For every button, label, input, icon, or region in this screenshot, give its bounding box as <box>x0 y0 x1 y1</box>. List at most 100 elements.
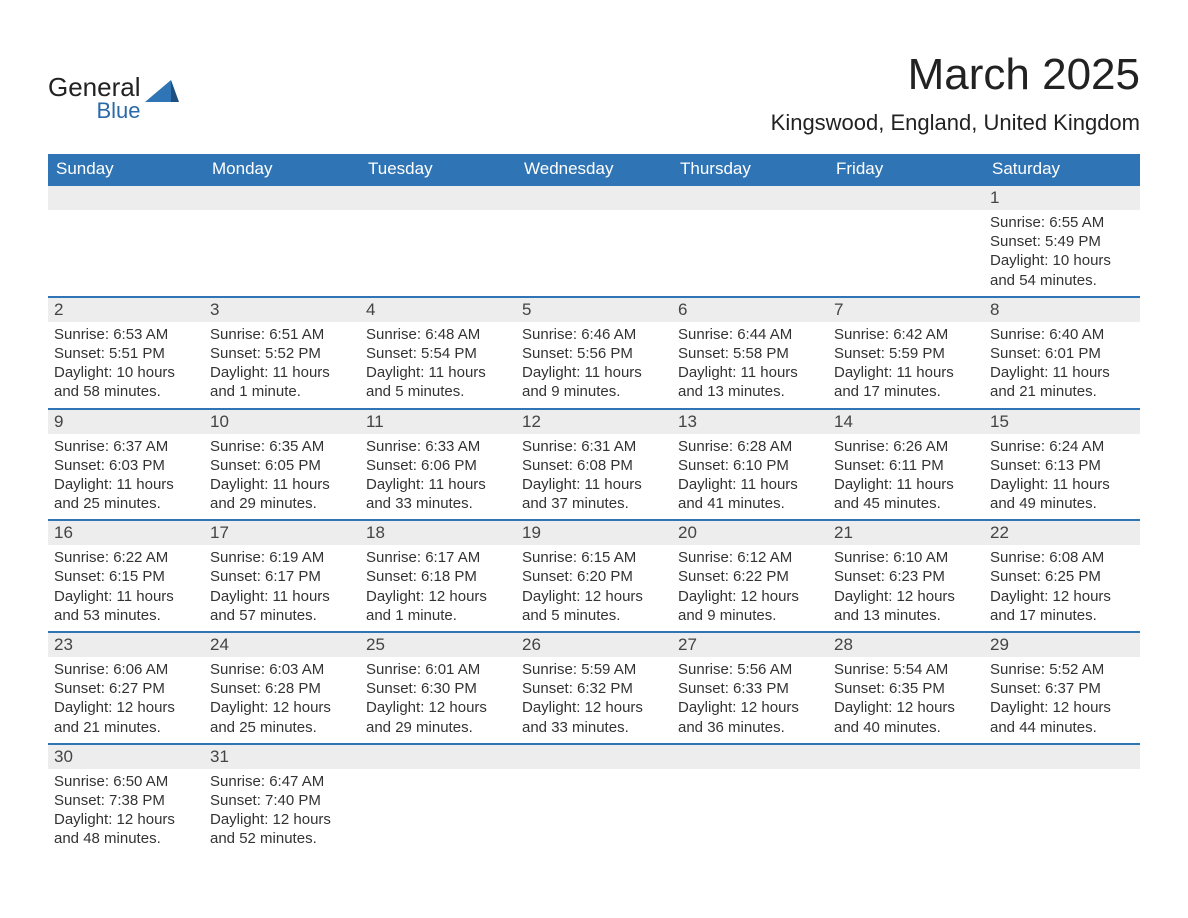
sunrise-text: Sunrise: 5:52 AM <box>990 660 1134 679</box>
sunset-text: Sunset: 6:30 PM <box>366 679 510 698</box>
calendar-cell: 10Sunrise: 6:35 AMSunset: 6:05 PMDayligh… <box>204 409 360 521</box>
day-number: 30 <box>48 745 204 769</box>
daylight-text: Daylight: 12 hours and 40 minutes. <box>834 698 978 736</box>
daylight-text: Daylight: 10 hours and 54 minutes. <box>990 251 1134 289</box>
sunrise-text: Sunrise: 6:28 AM <box>678 437 822 456</box>
calendar-cell: 24Sunrise: 6:03 AMSunset: 6:28 PMDayligh… <box>204 632 360 744</box>
day-number <box>360 186 516 210</box>
sunrise-text: Sunrise: 6:15 AM <box>522 548 666 567</box>
sunset-text: Sunset: 6:28 PM <box>210 679 354 698</box>
day-number: 2 <box>48 298 204 322</box>
day-number: 26 <box>516 633 672 657</box>
sunrise-text: Sunrise: 6:24 AM <box>990 437 1134 456</box>
day-body: Sunrise: 6:01 AMSunset: 6:30 PMDaylight:… <box>360 657 516 743</box>
sunrise-text: Sunrise: 6:22 AM <box>54 548 198 567</box>
sunset-text: Sunset: 6:06 PM <box>366 456 510 475</box>
heading: March 2025 Kingswood, England, United Ki… <box>771 50 1140 136</box>
daylight-text: Daylight: 12 hours and 33 minutes. <box>522 698 666 736</box>
calendar-cell: 22Sunrise: 6:08 AMSunset: 6:25 PMDayligh… <box>984 520 1140 632</box>
day-body: Sunrise: 6:22 AMSunset: 6:15 PMDaylight:… <box>48 545 204 631</box>
sunset-text: Sunset: 5:49 PM <box>990 232 1134 251</box>
sunrise-text: Sunrise: 6:47 AM <box>210 772 354 791</box>
calendar-cell: 28Sunrise: 5:54 AMSunset: 6:35 PMDayligh… <box>828 632 984 744</box>
day-number <box>828 745 984 769</box>
day-body: Sunrise: 5:52 AMSunset: 6:37 PMDaylight:… <box>984 657 1140 743</box>
calendar-cell <box>672 185 828 297</box>
calendar-cell <box>984 744 1140 855</box>
day-body: Sunrise: 6:44 AMSunset: 5:58 PMDaylight:… <box>672 322 828 408</box>
day-number: 4 <box>360 298 516 322</box>
calendar-cell: 20Sunrise: 6:12 AMSunset: 6:22 PMDayligh… <box>672 520 828 632</box>
day-body: Sunrise: 6:17 AMSunset: 6:18 PMDaylight:… <box>360 545 516 631</box>
sunset-text: Sunset: 6:37 PM <box>990 679 1134 698</box>
daylight-text: Daylight: 11 hours and 17 minutes. <box>834 363 978 401</box>
calendar-row: 23Sunrise: 6:06 AMSunset: 6:27 PMDayligh… <box>48 632 1140 744</box>
day-number: 14 <box>828 410 984 434</box>
calendar-cell: 7Sunrise: 6:42 AMSunset: 5:59 PMDaylight… <box>828 297 984 409</box>
day-body: Sunrise: 6:46 AMSunset: 5:56 PMDaylight:… <box>516 322 672 408</box>
day-body: Sunrise: 6:53 AMSunset: 5:51 PMDaylight:… <box>48 322 204 408</box>
calendar-cell: 31Sunrise: 6:47 AMSunset: 7:40 PMDayligh… <box>204 744 360 855</box>
day-body <box>360 210 516 280</box>
day-body: Sunrise: 6:08 AMSunset: 6:25 PMDaylight:… <box>984 545 1140 631</box>
daylight-text: Daylight: 12 hours and 9 minutes. <box>678 587 822 625</box>
weekday-header: Tuesday <box>360 154 516 185</box>
daylight-text: Daylight: 12 hours and 21 minutes. <box>54 698 198 736</box>
logo: General Blue <box>48 50 179 122</box>
daylight-text: Daylight: 12 hours and 29 minutes. <box>366 698 510 736</box>
sunset-text: Sunset: 7:38 PM <box>54 791 198 810</box>
sunrise-text: Sunrise: 6:53 AM <box>54 325 198 344</box>
day-body: Sunrise: 6:03 AMSunset: 6:28 PMDaylight:… <box>204 657 360 743</box>
sunset-text: Sunset: 6:17 PM <box>210 567 354 586</box>
daylight-text: Daylight: 12 hours and 44 minutes. <box>990 698 1134 736</box>
day-body: Sunrise: 6:48 AMSunset: 5:54 PMDaylight:… <box>360 322 516 408</box>
day-body <box>204 210 360 280</box>
day-number: 24 <box>204 633 360 657</box>
weekday-header: Friday <box>828 154 984 185</box>
daylight-text: Daylight: 11 hours and 5 minutes. <box>366 363 510 401</box>
calendar-cell: 27Sunrise: 5:56 AMSunset: 6:33 PMDayligh… <box>672 632 828 744</box>
day-body: Sunrise: 6:31 AMSunset: 6:08 PMDaylight:… <box>516 434 672 520</box>
weekday-header: Monday <box>204 154 360 185</box>
calendar-cell: 25Sunrise: 6:01 AMSunset: 6:30 PMDayligh… <box>360 632 516 744</box>
sunset-text: Sunset: 6:05 PM <box>210 456 354 475</box>
day-number: 22 <box>984 521 1140 545</box>
sunrise-text: Sunrise: 6:40 AM <box>990 325 1134 344</box>
calendar-row: 30Sunrise: 6:50 AMSunset: 7:38 PMDayligh… <box>48 744 1140 855</box>
month-title: March 2025 <box>771 50 1140 100</box>
sunset-text: Sunset: 6:18 PM <box>366 567 510 586</box>
calendar-cell <box>828 185 984 297</box>
sunset-text: Sunset: 7:40 PM <box>210 791 354 810</box>
weekday-row: SundayMondayTuesdayWednesdayThursdayFrid… <box>48 154 1140 185</box>
sunset-text: Sunset: 6:10 PM <box>678 456 822 475</box>
sunrise-text: Sunrise: 6:55 AM <box>990 213 1134 232</box>
day-body: Sunrise: 6:10 AMSunset: 6:23 PMDaylight:… <box>828 545 984 631</box>
calendar-cell: 18Sunrise: 6:17 AMSunset: 6:18 PMDayligh… <box>360 520 516 632</box>
weekday-header: Thursday <box>672 154 828 185</box>
day-number: 16 <box>48 521 204 545</box>
sunset-text: Sunset: 5:59 PM <box>834 344 978 363</box>
sunrise-text: Sunrise: 6:51 AM <box>210 325 354 344</box>
daylight-text: Daylight: 12 hours and 1 minute. <box>366 587 510 625</box>
sunset-text: Sunset: 6:08 PM <box>522 456 666 475</box>
calendar-cell: 6Sunrise: 6:44 AMSunset: 5:58 PMDaylight… <box>672 297 828 409</box>
day-number: 9 <box>48 410 204 434</box>
day-body: Sunrise: 6:40 AMSunset: 6:01 PMDaylight:… <box>984 322 1140 408</box>
sunrise-text: Sunrise: 5:59 AM <box>522 660 666 679</box>
day-number: 7 <box>828 298 984 322</box>
daylight-text: Daylight: 12 hours and 36 minutes. <box>678 698 822 736</box>
logo-line2: Blue <box>48 100 141 122</box>
sunrise-text: Sunrise: 6:01 AM <box>366 660 510 679</box>
calendar-head: SundayMondayTuesdayWednesdayThursdayFrid… <box>48 154 1140 185</box>
sunset-text: Sunset: 6:32 PM <box>522 679 666 698</box>
calendar-cell: 1Sunrise: 6:55 AMSunset: 5:49 PMDaylight… <box>984 185 1140 297</box>
day-number: 31 <box>204 745 360 769</box>
day-body <box>672 210 828 280</box>
day-body: Sunrise: 6:06 AMSunset: 6:27 PMDaylight:… <box>48 657 204 743</box>
daylight-text: Daylight: 11 hours and 57 minutes. <box>210 587 354 625</box>
day-number: 27 <box>672 633 828 657</box>
location: Kingswood, England, United Kingdom <box>771 110 1140 136</box>
sunrise-text: Sunrise: 6:33 AM <box>366 437 510 456</box>
sunrise-text: Sunrise: 6:06 AM <box>54 660 198 679</box>
sunrise-text: Sunrise: 6:50 AM <box>54 772 198 791</box>
